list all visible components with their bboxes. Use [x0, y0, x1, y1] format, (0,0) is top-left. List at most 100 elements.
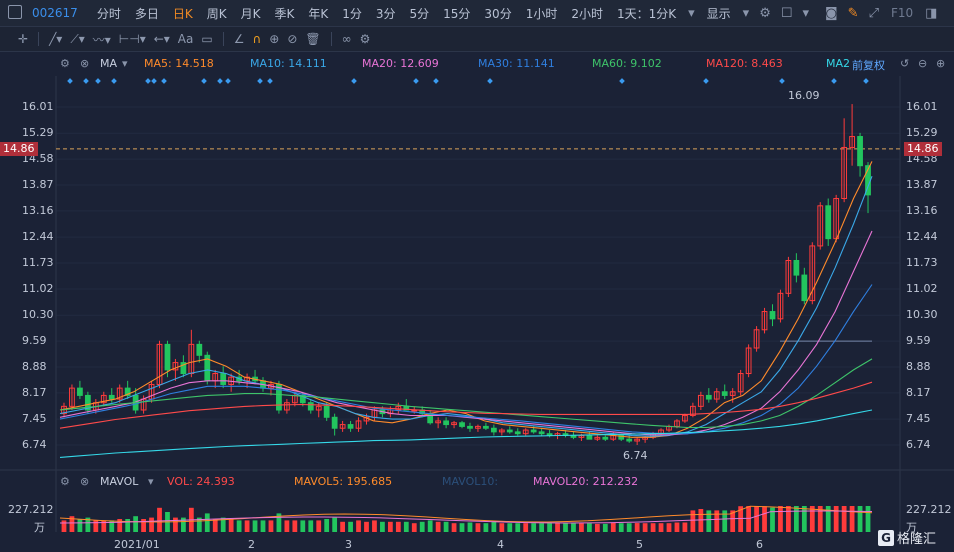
comment-icon[interactable]: ▭	[201, 32, 213, 46]
candle-body	[697, 394, 704, 407]
eraser-icon[interactable]: ∠	[233, 32, 245, 46]
candle-body	[260, 380, 266, 389]
tf-custom[interactable]: 1天：1分K	[616, 6, 677, 21]
volume-bar	[825, 506, 831, 532]
volume-bar	[555, 523, 560, 532]
text-tool[interactable]: Aa	[177, 32, 194, 46]
candle-body	[610, 435, 617, 440]
tf-30min[interactable]: 30分	[484, 6, 512, 21]
tf-5min[interactable]: 5分	[409, 6, 430, 21]
magnet-icon[interactable]: ∩	[252, 32, 262, 46]
gear-icon[interactable]: ⚙	[359, 32, 371, 46]
line-tool-icon[interactable]: ╱▾	[49, 32, 63, 46]
x-label-may: 5	[636, 538, 643, 551]
volume-bar	[563, 523, 568, 532]
tf-jik[interactable]: 季K	[274, 6, 295, 21]
volume-bar	[69, 516, 75, 532]
candle-body	[498, 429, 505, 433]
hide-icon[interactable]: ⊘	[287, 32, 298, 46]
tf-1hour[interactable]: 1小时	[525, 6, 558, 21]
trash-icon[interactable]: 🗑	[305, 32, 321, 46]
arrow-tool-icon[interactable]: ←▾	[153, 32, 170, 46]
gear-icon[interactable]: ⚙	[759, 5, 771, 21]
chevron-down-icon[interactable]: ▾	[802, 5, 810, 21]
candle-body	[777, 292, 784, 320]
candle-body	[785, 260, 792, 294]
candle-body	[196, 343, 203, 356]
candle-body	[745, 347, 752, 375]
candle-body	[650, 433, 656, 438]
tf-zhouk[interactable]: 周K	[206, 6, 227, 21]
tf-rik[interactable]: 日K	[172, 6, 193, 21]
y-tick-label: 11.02	[906, 281, 938, 295]
sidebar-toggle-icon[interactable]: ◨	[925, 5, 938, 21]
zoom-out-icon[interactable]: ⊖	[918, 57, 928, 70]
ma-line-ma5	[59, 161, 873, 438]
volume-bar	[690, 510, 696, 532]
wave-tool-icon[interactable]: 〰▾	[92, 32, 111, 47]
event-marker	[267, 78, 273, 84]
event-marker	[161, 78, 167, 84]
measure-tool-icon[interactable]: ⊢⊣▾	[118, 32, 146, 46]
candle-body	[753, 329, 760, 349]
volume-bar	[340, 521, 345, 532]
y-tick-label: 8.88	[906, 359, 931, 373]
zoom-in-icon[interactable]: ⊕	[936, 57, 946, 70]
stock-code[interactable]: 002617	[32, 6, 78, 20]
close-icon[interactable]: ⊗	[80, 57, 90, 70]
tf-15min[interactable]: 15分	[443, 6, 471, 21]
volume-bar	[833, 506, 839, 532]
camera-icon[interactable]: ◙	[825, 5, 838, 21]
volume-bar	[483, 523, 489, 532]
y-tick-label: 15.29	[22, 126, 54, 140]
square-icon[interactable]: ☐	[780, 5, 793, 21]
candle-body	[435, 420, 442, 424]
f10-button[interactable]: F10	[890, 6, 914, 20]
volume-bar	[515, 523, 521, 532]
volume-bar	[61, 520, 67, 532]
event-marker	[217, 78, 223, 84]
ma120-value: MA120: 8.463	[706, 57, 783, 70]
tf-1min[interactable]: 1分	[342, 6, 362, 21]
fullscreen-icon[interactable]: ⤢	[868, 5, 879, 21]
tf-3min[interactable]: 3分	[375, 6, 396, 21]
sync-icon[interactable]: ⊕	[269, 32, 280, 46]
volume-bar	[587, 523, 592, 532]
gear-icon[interactable]: ⚙	[60, 475, 70, 488]
gear-icon[interactable]: ⚙	[60, 57, 70, 70]
event-marker	[433, 78, 439, 84]
y-tick-label: 8.88	[22, 359, 47, 373]
volume-bar	[181, 517, 186, 532]
chevron-down-icon[interactable]: ▾	[148, 475, 154, 488]
window-icon[interactable]	[8, 5, 22, 19]
volume-bar	[714, 510, 720, 532]
reset-icon[interactable]: ↺	[900, 57, 910, 70]
volume-bar	[276, 513, 282, 532]
link-icon[interactable]: ∞	[341, 32, 352, 46]
volume-bar	[109, 520, 115, 532]
y-tick-label: 16.01	[906, 100, 938, 113]
tf-2hour[interactable]: 2小时	[571, 6, 603, 21]
volume-bar	[682, 522, 688, 532]
tf-yuek[interactable]: 月K	[240, 6, 261, 21]
chevron-down-icon[interactable]: ▾	[742, 5, 750, 21]
candle-body	[658, 429, 664, 435]
y-tick-label: 12.44	[906, 230, 938, 244]
crosshair-icon[interactable]: ✛	[18, 32, 29, 46]
y-tick-label: 16.01	[22, 100, 54, 113]
tf-fenshi[interactable]: 分时	[96, 6, 121, 21]
volume-bar	[467, 522, 473, 532]
chevron-down-icon[interactable]: ▾	[688, 5, 695, 21]
display-button[interactable]: 显示	[706, 6, 731, 21]
volume-bar	[212, 519, 218, 532]
candle-body	[252, 376, 258, 382]
forward-adjust-button[interactable]: 前复权	[852, 59, 885, 72]
tf-niank[interactable]: 年K	[308, 6, 329, 21]
pencil-icon[interactable]: ✎	[847, 5, 859, 21]
close-icon[interactable]: ⊗	[80, 475, 90, 488]
candle-body	[124, 387, 131, 396]
tf-duori[interactable]: 多日	[134, 6, 159, 21]
volume-bar	[332, 517, 338, 532]
chevron-down-icon[interactable]: ▾	[122, 57, 128, 70]
channel-tool-icon[interactable]: ⟋▾	[70, 31, 85, 46]
